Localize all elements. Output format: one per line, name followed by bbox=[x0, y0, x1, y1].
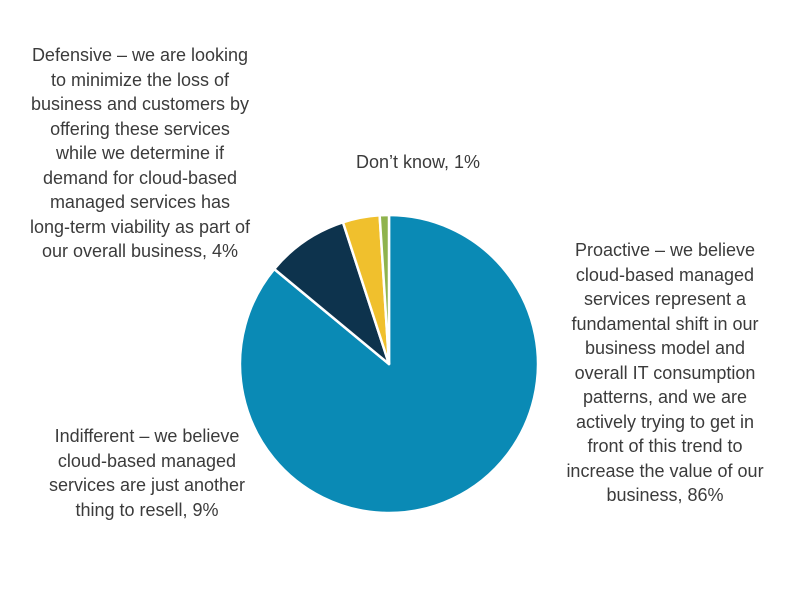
slice-label-dont-know: Don’t know, 1% bbox=[355, 152, 481, 172]
slice-label-indifferent: Indifferent – we believe cloud-based man… bbox=[48, 426, 246, 520]
pie-slice-dontknow bbox=[378, 213, 391, 366]
slice-label-defensive: Defensive – we are looking to minimize t… bbox=[29, 45, 251, 261]
pie-slice-proactive bbox=[238, 213, 540, 515]
pie-slice-indifferent bbox=[272, 221, 391, 366]
slice-label-proactive: Proactive – we believe cloud-based manag… bbox=[566, 240, 764, 505]
